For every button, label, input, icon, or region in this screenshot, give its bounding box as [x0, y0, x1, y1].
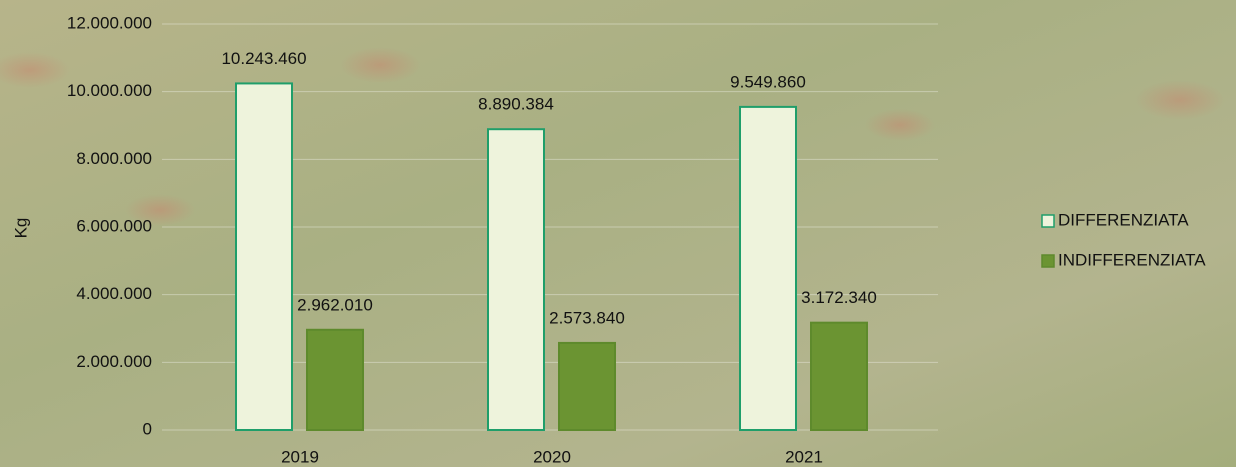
- legend-swatch: [1041, 254, 1055, 268]
- y-tick-label: 12.000.000: [67, 13, 152, 32]
- y-tick-label: 2.000.000: [76, 352, 152, 371]
- y-tick-label: 8.000.000: [76, 149, 152, 168]
- y-tick-label: 0: [143, 419, 152, 438]
- background-spot: [340, 47, 420, 83]
- bar: [558, 341, 616, 432]
- x-tick-label: 2021: [785, 447, 823, 466]
- bar: [306, 328, 364, 432]
- y-axis-label: Kg: [11, 218, 30, 239]
- value-label: 9.549.860: [730, 72, 806, 91]
- value-label: 2.573.840: [549, 308, 625, 327]
- background-spot: [125, 194, 195, 226]
- value-label: 10.243.460: [221, 49, 306, 68]
- bar: [235, 82, 293, 432]
- y-tick-label: 4.000.000: [76, 284, 152, 303]
- x-tick-label: 2019: [281, 447, 319, 466]
- value-label: 3.172.340: [801, 288, 877, 307]
- value-label: 8.890.384: [478, 95, 554, 114]
- y-tick-label: 6.000.000: [76, 216, 152, 235]
- background-spot: [865, 109, 935, 141]
- legend-label: INDIFFERENZIATA: [1058, 250, 1206, 269]
- legend-label: DIFFERENZIATA: [1058, 210, 1189, 229]
- bar: [810, 321, 868, 431]
- bar: [739, 105, 797, 432]
- background-spot: [1135, 80, 1225, 120]
- bar: [487, 128, 545, 431]
- y-tick-label: 10.000.000: [67, 81, 152, 100]
- value-label: 2.962.010: [297, 295, 373, 314]
- background-spot: [0, 52, 70, 88]
- legend-swatch: [1041, 214, 1055, 228]
- x-tick-label: 2020: [533, 447, 571, 466]
